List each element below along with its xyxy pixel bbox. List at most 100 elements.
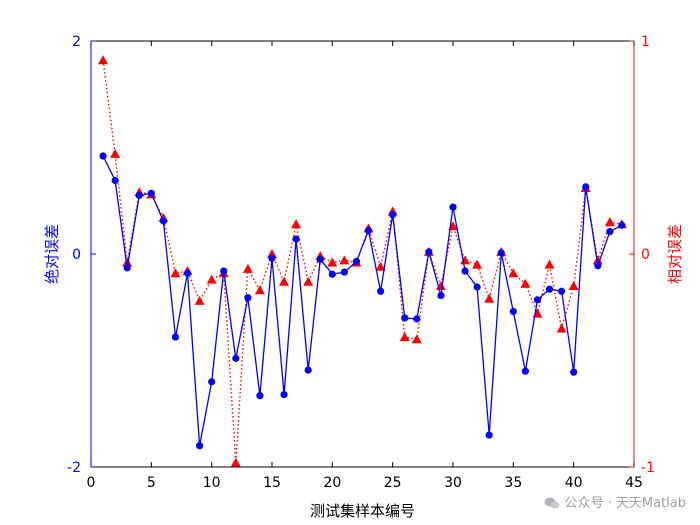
x-tick-label: 5 xyxy=(147,475,156,491)
absolute-error-point xyxy=(582,183,590,191)
absolute-error-point xyxy=(389,210,397,219)
x-axis-label: 测试集样本编号 xyxy=(310,502,415,520)
absolute-error-point xyxy=(413,315,421,323)
absolute-error-point xyxy=(545,285,554,293)
absolute-error-point xyxy=(147,189,155,197)
relative-error-point xyxy=(242,263,253,273)
x-tick-label: 30 xyxy=(444,475,462,491)
absolute-error-point xyxy=(521,367,530,375)
absolute-error-point xyxy=(570,368,578,376)
absolute-error-point xyxy=(461,267,469,275)
x-tick-label: 0 xyxy=(87,475,96,491)
absolute-error-point xyxy=(594,262,602,270)
relative-error-point xyxy=(230,457,241,467)
relative-error-point xyxy=(194,295,205,305)
relative-error-point xyxy=(520,278,531,288)
absolute-error-point xyxy=(340,268,348,276)
y-left-tick-label: 0 xyxy=(72,247,81,263)
plot-area xyxy=(98,55,627,467)
tick-labels: 0 5 10 15 20 25 30 35 40 45 -2 0 2 -1 0 1 xyxy=(67,34,655,491)
relative-error-point xyxy=(327,257,338,267)
absolute-error-point xyxy=(485,431,493,439)
absolute-error-point xyxy=(268,254,276,262)
absolute-error-point xyxy=(244,294,252,302)
absolute-error-point xyxy=(401,314,409,322)
absolute-error-point xyxy=(280,390,288,399)
relative-error-point xyxy=(411,334,422,344)
absolute-error-point xyxy=(316,255,324,263)
x-tick-label: 10 xyxy=(203,475,221,491)
watermark-text: 公众号 · 天天Matlab xyxy=(564,496,686,511)
absolute-error-point xyxy=(256,392,264,400)
absolute-error-point xyxy=(558,287,566,295)
absolute-error-point xyxy=(292,235,300,243)
absolute-error-point xyxy=(364,226,373,235)
relative-error-point xyxy=(544,259,555,269)
absolute-error-point xyxy=(618,221,626,229)
relative-error-point xyxy=(375,261,386,271)
absolute-error-point xyxy=(99,152,107,160)
x-tick-label: 25 xyxy=(384,475,402,491)
y-axis-right-label: 相对误差 xyxy=(666,224,684,284)
absolute-error-point xyxy=(509,307,517,316)
absolute-error-point xyxy=(304,366,312,374)
absolute-error-point xyxy=(232,354,240,362)
relative-error-point xyxy=(460,255,471,265)
relative-error-point xyxy=(556,323,567,333)
relative-error-point xyxy=(122,257,133,267)
y-right-tick-label: 0 xyxy=(641,247,650,263)
y-right-tick-label: -1 xyxy=(641,460,655,476)
absolute-error-point xyxy=(497,249,505,257)
relative-error-point xyxy=(592,255,603,265)
relative-error-point xyxy=(110,148,121,158)
relative-error-point xyxy=(532,308,543,318)
absolute-error-point xyxy=(533,296,542,304)
relative-error-point xyxy=(291,219,302,229)
absolute-error-point xyxy=(135,191,143,200)
x-tick-label: 20 xyxy=(323,475,341,491)
absolute-error-line xyxy=(102,155,623,446)
absolute-error-point xyxy=(123,264,131,272)
absolute-error-point xyxy=(473,283,481,291)
absolute-error-point xyxy=(377,287,385,295)
absolute-error-point xyxy=(111,176,119,185)
absolute-error-point xyxy=(328,270,336,278)
absolute-error-point xyxy=(606,228,614,236)
relative-error-point xyxy=(279,276,290,286)
relative-error-line xyxy=(102,60,623,463)
relative-error-point xyxy=(206,274,217,284)
relative-error-point xyxy=(568,281,579,290)
relative-error-point xyxy=(98,55,109,65)
x-tick-label: 15 xyxy=(263,475,281,491)
absolute-error-point xyxy=(171,333,180,341)
absolute-error-point xyxy=(449,203,457,211)
relative-error-point xyxy=(472,259,483,269)
relative-error-point xyxy=(508,268,519,278)
absolute-error-point xyxy=(159,217,167,225)
absolute-error-point xyxy=(183,269,192,277)
absolute-error-point xyxy=(208,378,216,386)
absolute-error-point xyxy=(437,291,445,300)
y-axis-left-label: 绝对误差 xyxy=(43,224,61,284)
watermark: 公众号 · 天天Matlab xyxy=(544,492,686,511)
x-tick-label: 35 xyxy=(504,475,522,491)
relative-error-point xyxy=(399,332,410,342)
axes-frame xyxy=(90,40,635,468)
absolute-error-point xyxy=(196,442,204,450)
y-left-tick-label: 2 xyxy=(72,34,81,50)
absolute-error-point xyxy=(425,248,433,256)
relative-error-point xyxy=(254,285,265,295)
y-right-tick-label: 1 xyxy=(641,34,650,50)
wechat-icon xyxy=(544,497,560,509)
x-tick-label: 40 xyxy=(565,475,583,491)
relative-error-point xyxy=(339,255,350,265)
relative-error-point xyxy=(303,276,314,286)
relative-error-point xyxy=(170,268,181,278)
relative-error-point xyxy=(604,217,615,227)
absolute-error-point xyxy=(220,267,228,275)
y-left-tick-label: -2 xyxy=(67,460,81,476)
relative-error-point xyxy=(484,293,495,303)
absolute-error-point xyxy=(352,257,361,266)
x-tick-label: 45 xyxy=(625,475,643,491)
